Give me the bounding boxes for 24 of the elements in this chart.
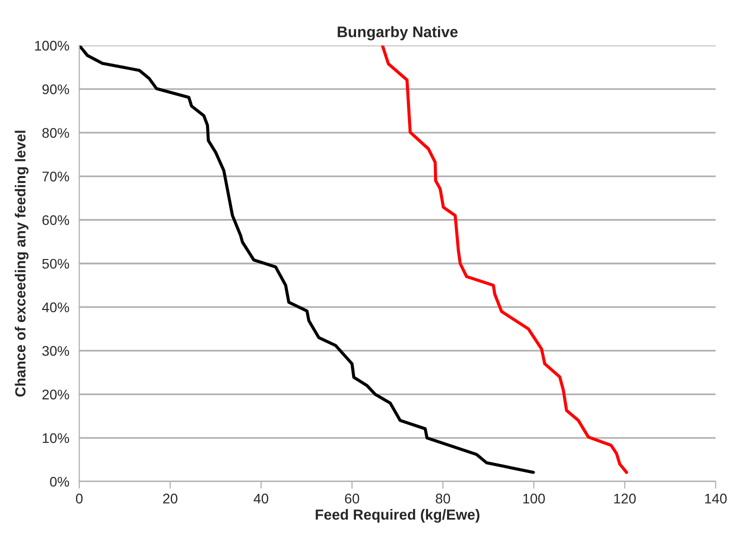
line-series bbox=[79, 45, 535, 474]
y-tick-label: 80% bbox=[42, 128, 70, 138]
y-tick-label: 60% bbox=[42, 215, 70, 226]
y-tick-label: 90% bbox=[42, 84, 70, 94]
x-tick-label: 120 bbox=[614, 494, 636, 504]
y-tick-label: 0% bbox=[50, 476, 70, 487]
y-tick-label: 30% bbox=[42, 346, 70, 356]
x-tick-label: 20 bbox=[163, 494, 178, 504]
x-axis-title: Feed Required (kg/Ewe) bbox=[316, 509, 480, 523]
x-tick-label: 40 bbox=[254, 494, 268, 504]
x-tick-label: 60 bbox=[344, 494, 360, 504]
x-tick-label: 100 bbox=[523, 494, 545, 504]
chart-title: Bungarby Native bbox=[338, 26, 458, 40]
y-axis-title: Chance of exceeding any feeding level bbox=[14, 130, 28, 397]
y-tick-label: 70% bbox=[42, 172, 70, 182]
y-tick-label: 100% bbox=[35, 40, 70, 51]
y-tick-label: 40% bbox=[42, 302, 70, 312]
y-tick-label: 20% bbox=[42, 390, 70, 400]
x-tick-label: 0 bbox=[76, 494, 83, 504]
line-series bbox=[380, 45, 628, 474]
y-tick-label: 50% bbox=[42, 258, 70, 269]
x-tick-label: 80 bbox=[436, 494, 450, 504]
x-tick-label: 140 bbox=[705, 494, 727, 504]
y-tick-label: 10% bbox=[42, 433, 70, 444]
